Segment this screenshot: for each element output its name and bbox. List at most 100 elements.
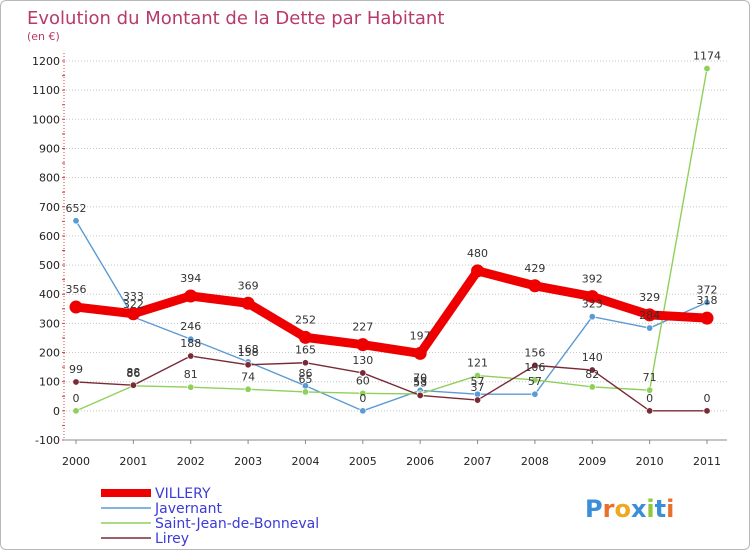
- data-label: 82: [585, 368, 599, 381]
- logo-letter: i: [666, 495, 674, 523]
- data-point: [72, 378, 80, 386]
- data-point: [531, 376, 539, 384]
- data-point: [356, 338, 370, 352]
- data-label: 0: [646, 392, 653, 405]
- data-point: [700, 311, 714, 325]
- legend: VILLERYJavernantSaint-Jean-de-BonnevalLi…: [101, 486, 319, 547]
- grid-lines: [66, 60, 727, 441]
- y-tick-label: 0: [53, 405, 60, 418]
- data-label: 81: [184, 368, 198, 381]
- data-point: [531, 390, 539, 398]
- data-label: 74: [241, 370, 255, 383]
- x-tick-label: 2010: [636, 455, 664, 468]
- data-label: 86: [126, 367, 140, 380]
- data-label: 429: [524, 262, 545, 275]
- data-point: [531, 361, 539, 369]
- data-point: [298, 330, 312, 344]
- data-label: 356: [66, 283, 87, 296]
- data-label: 37: [471, 381, 485, 394]
- chart-title: Evolution du Montant de la Dette par Hab…: [27, 8, 444, 29]
- data-point: [359, 369, 367, 377]
- data-label: 60: [356, 374, 370, 387]
- data-label: 140: [582, 351, 603, 364]
- data-point: [126, 307, 140, 321]
- data-label: 322: [123, 298, 144, 311]
- data-label: 392: [582, 273, 603, 286]
- data-point: [69, 300, 83, 314]
- data-point: [471, 264, 485, 278]
- y-tick-label: 500: [39, 259, 60, 272]
- data-label: 158: [238, 346, 259, 359]
- x-tick-label: 2004: [291, 455, 319, 468]
- y-tick-label: 1000: [32, 113, 60, 126]
- data-label: 130: [352, 354, 373, 367]
- data-label: 53: [413, 376, 427, 389]
- data-label: 197: [410, 329, 431, 342]
- logo-letter: i: [646, 495, 654, 523]
- logo-letter: r: [603, 495, 615, 523]
- y-tick-label: 100: [39, 376, 60, 389]
- legend-label: Javernant: [154, 501, 222, 517]
- proxiti-logo-text: Proxiti: [585, 495, 674, 523]
- logo-letter: o: [614, 495, 631, 523]
- logo-letter: P: [585, 495, 603, 523]
- proxiti-logo: Proxiti: [585, 495, 674, 523]
- logo-letter: x: [631, 495, 647, 523]
- y-tick-label: 700: [39, 201, 60, 214]
- series-line-villery: [71, 266, 712, 358]
- data-label: 227: [352, 321, 373, 334]
- data-point: [646, 324, 654, 332]
- data-label: 168: [238, 343, 259, 356]
- data-label: 480: [467, 247, 488, 260]
- chart-subtitle: (en €): [27, 30, 60, 43]
- x-tick-label: 2007: [464, 455, 492, 468]
- data-label: 156: [524, 346, 545, 359]
- x-tick-label: 2006: [406, 455, 434, 468]
- data-label: 88: [126, 366, 140, 379]
- data-label: 70: [413, 371, 427, 384]
- data-label: 394: [180, 272, 201, 285]
- x-tick-label: 2009: [578, 455, 606, 468]
- logo-letter: t: [655, 495, 666, 523]
- data-point: [72, 217, 80, 225]
- data-label: 284: [639, 309, 660, 322]
- data-point: [301, 359, 309, 367]
- data-point: [413, 346, 427, 360]
- y-tick-label: 300: [39, 317, 60, 330]
- data-point: [585, 290, 599, 304]
- data-point: [588, 313, 596, 321]
- data-label: 57: [471, 375, 485, 388]
- data-label: 99: [69, 363, 83, 376]
- data-point: [244, 385, 252, 393]
- data-point: [72, 407, 80, 415]
- data-label: 246: [180, 320, 201, 333]
- data-point: [703, 407, 711, 415]
- data-label: 652: [66, 202, 87, 215]
- data-point: [646, 386, 654, 394]
- series-line-lirey: [75, 355, 708, 412]
- data-labels: 652 322 246 168 86 0 70 57 57 323 284 372 0 86 81 74 65 6…: [66, 50, 722, 405]
- x-tick-label: 2002: [177, 455, 205, 468]
- data-label: 57: [528, 375, 542, 388]
- data-label: 86: [298, 367, 312, 380]
- data-point: [646, 407, 654, 415]
- data-point: [241, 296, 255, 310]
- y-tick-label: 1200: [32, 55, 60, 68]
- data-label: 369: [238, 279, 259, 292]
- data-label: 165: [295, 344, 316, 357]
- data-point: [187, 335, 195, 343]
- data-label: 0: [704, 392, 711, 405]
- data-label: 0: [73, 392, 80, 405]
- data-label: 329: [639, 291, 660, 304]
- data-label: 121: [467, 357, 488, 370]
- data-point: [588, 366, 596, 374]
- data-point: [703, 65, 711, 73]
- x-tick-label: 2008: [521, 455, 549, 468]
- data-point: [359, 389, 367, 397]
- series-line-javernant: [75, 220, 708, 412]
- data-label: 58: [413, 375, 427, 388]
- y-tick-label: -100: [35, 434, 60, 447]
- x-tick-label: 2001: [119, 455, 147, 468]
